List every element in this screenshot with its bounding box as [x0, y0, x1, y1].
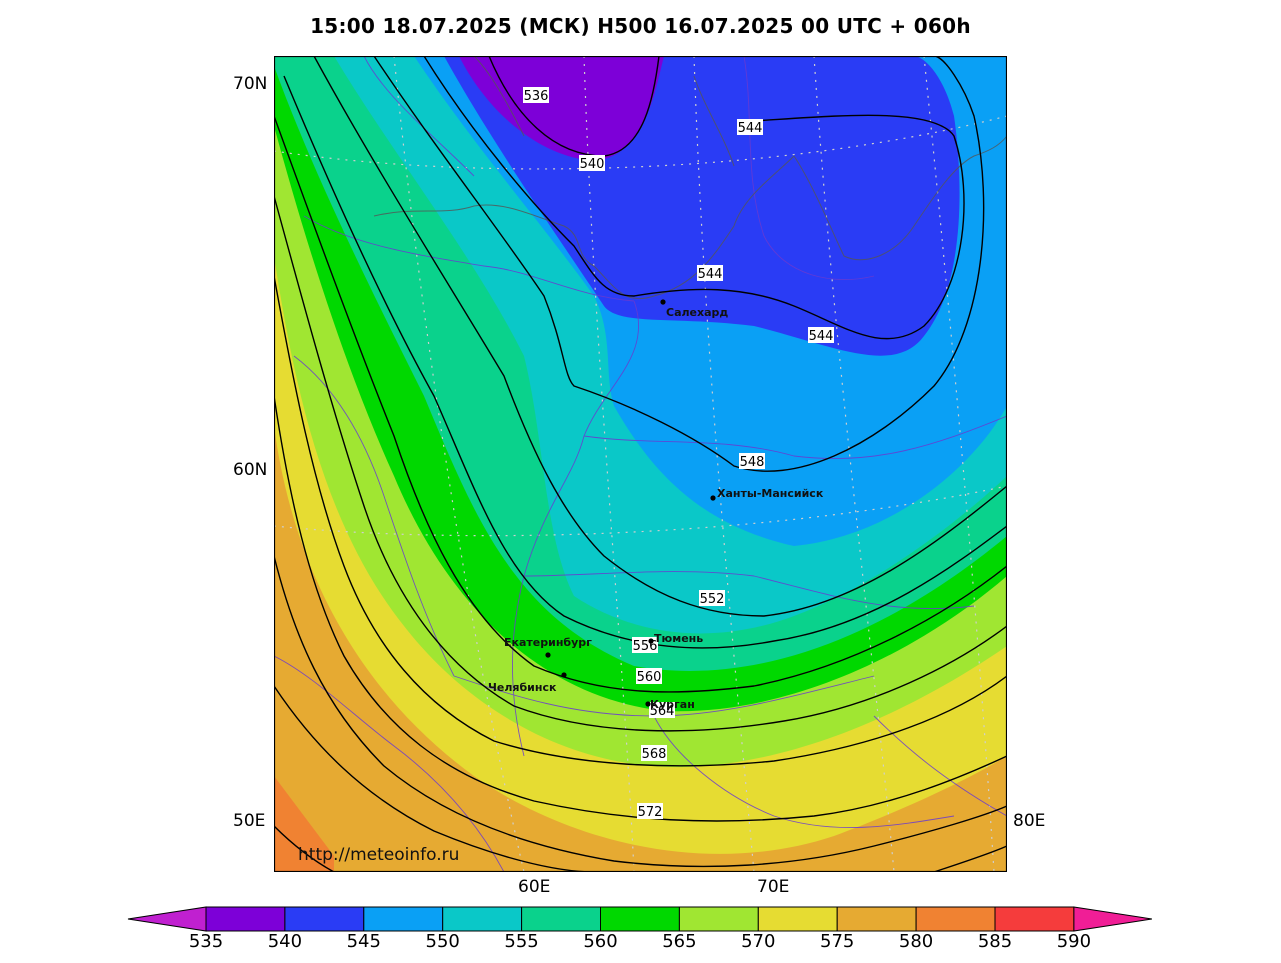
- map-border: [273, 55, 1008, 873]
- colorbar-extend-low: [127, 906, 207, 932]
- colorbar-segment: [678, 906, 759, 932]
- colorbar-tick-label: 560: [583, 931, 618, 952]
- city-dot-tyumen: [648, 638, 654, 644]
- colorbar-segment: [363, 906, 444, 932]
- lon-label-50e: 50E: [233, 811, 266, 831]
- isohypse-labels: 536 540 544 544 544 548 552 556 560 564 …: [523, 87, 834, 820]
- colorbar: [126, 904, 1156, 934]
- colorbar-tick-label: 550: [425, 931, 460, 952]
- city-markers: Салехард Ханты-Мансийск Екатеринбург Тюм…: [488, 299, 824, 711]
- colorbar-tick-label: 570: [741, 931, 776, 952]
- colorbar-tick-label: 590: [1056, 931, 1092, 952]
- lon-label-80e: 80E: [1013, 811, 1046, 831]
- city-label-yekaterinburg: Екатеринбург: [504, 636, 592, 649]
- graticule: [274, 56, 1007, 872]
- colorbar-segment: [284, 906, 365, 932]
- city-label-khanty-mansiysk: Ханты-Мансийск: [717, 487, 824, 500]
- city-dot-khanty-mansiysk: [710, 495, 716, 501]
- colorbar-tick-label: 575: [820, 931, 855, 952]
- isohypse-label-552: 552: [700, 592, 725, 607]
- colorbar-segment: [915, 906, 996, 932]
- city-dot-chelyabinsk: [561, 672, 567, 678]
- isohypse-lines: [274, 56, 1007, 872]
- band-535-540: [459, 56, 664, 161]
- isohypse-label-536: 536: [524, 89, 549, 104]
- map-title: 15:00 18.07.2025 (МСК) H500 16.07.2025 0…: [310, 14, 971, 38]
- isohypse-label-564: 564: [650, 704, 675, 719]
- colorbar-tick-label: 565: [662, 931, 697, 952]
- colorbar-segment: [521, 906, 602, 932]
- colorbar-tick-label: 540: [267, 931, 303, 952]
- isohypse-label-544-east: 544: [809, 329, 834, 344]
- lon-label-70e: 70E: [757, 877, 790, 897]
- colorbar-extend-high: [1073, 906, 1152, 932]
- colorbar-segment: [757, 906, 838, 932]
- colorbar-segment: [600, 906, 680, 932]
- lat-label-60n: 60N: [233, 460, 268, 480]
- colorbar-segments: [127, 906, 1152, 932]
- isohypse-label-548: 548: [740, 455, 765, 470]
- colorbar-tick-label: 545: [346, 931, 381, 952]
- geopotential-map: 536 540 544 544 544 548 552 556 560 564 …: [273, 55, 1008, 873]
- colorbar-tick-label: 580: [898, 931, 934, 952]
- city-dot-salekhard: [660, 299, 666, 305]
- isohypse-label-568: 568: [642, 747, 667, 762]
- isohypse-label-544-center: 544: [698, 267, 723, 282]
- city-label-salekhard: Салехард: [666, 306, 728, 319]
- colorbar-segment: [994, 906, 1075, 932]
- isohypse-label-572: 572: [638, 805, 663, 820]
- isohypse-label-544-north: 544: [738, 121, 763, 136]
- city-label-kurgan: Курган: [650, 698, 695, 711]
- city-dot-kurgan: [645, 701, 651, 707]
- credit-link[interactable]: http://meteoinfo.ru: [298, 845, 459, 865]
- isohypse-label-540: 540: [580, 157, 605, 172]
- colorbar-tick-label: 535: [188, 931, 224, 952]
- colorbar-segment: [205, 906, 286, 932]
- lat-label-70n: 70N: [233, 74, 268, 94]
- city-label-chelyabinsk: Челябинск: [488, 681, 557, 694]
- colorbar-segment: [836, 906, 917, 932]
- band-580-585: [274, 776, 334, 872]
- coastlines: [373, 56, 1007, 300]
- colorbar-tick-label: 555: [504, 931, 539, 952]
- city-label-tyumen: Тюмень: [654, 632, 703, 645]
- colorbar-segment: [442, 906, 523, 932]
- city-dot-yekaterinburg: [545, 652, 551, 658]
- lon-label-60e: 60E: [518, 877, 551, 897]
- colorbar-tick-label: 585: [977, 931, 1013, 952]
- isohypse-label-560: 560: [637, 670, 662, 685]
